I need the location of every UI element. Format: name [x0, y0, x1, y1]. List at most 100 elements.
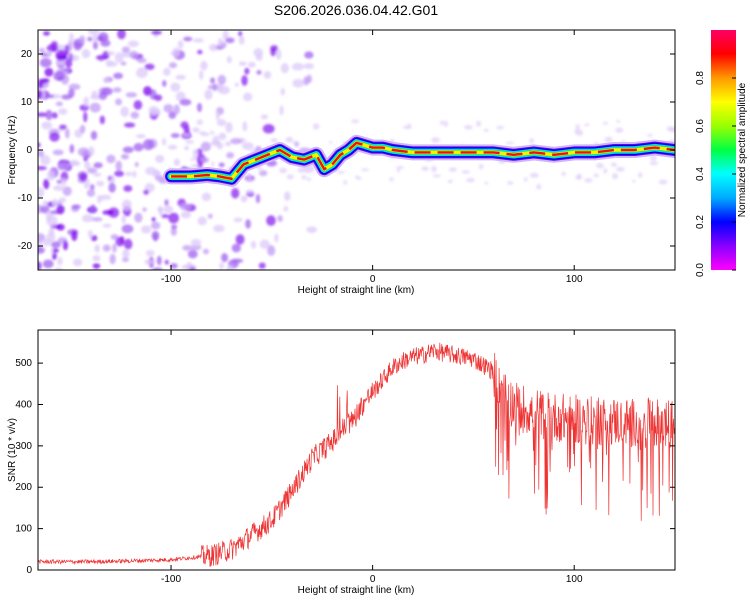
noise-blob — [38, 150, 45, 158]
halo-blob — [306, 177, 312, 181]
noise-blob — [240, 195, 248, 203]
halo-blob — [658, 179, 668, 185]
halo-blob — [464, 125, 473, 130]
noise-blob — [135, 134, 146, 139]
noise-blob — [208, 43, 218, 52]
noise-blob — [44, 67, 54, 77]
noise-blob — [164, 259, 169, 265]
noise-blob — [200, 60, 208, 71]
halo-blob — [466, 177, 475, 183]
noise-blob — [106, 154, 116, 164]
noise-blob — [107, 176, 113, 181]
noise-blob — [123, 238, 133, 250]
noise-blob — [45, 109, 53, 121]
noise-blob — [218, 85, 231, 95]
halo-blob — [616, 166, 625, 172]
spectrogram-x-tick-label: 100 — [566, 274, 583, 285]
halo-blob — [198, 131, 206, 135]
noise-blob — [224, 141, 232, 147]
noise-blob — [266, 215, 276, 226]
noise-blob — [57, 257, 63, 266]
noise-blob — [48, 227, 55, 236]
noise-blob — [115, 98, 123, 106]
ridge-core — [171, 141, 675, 181]
noise-blob — [95, 55, 108, 60]
noise-blob — [102, 244, 111, 252]
noise-blob — [38, 233, 46, 242]
halo-blob — [245, 178, 255, 183]
snr-y-tick-label: 0 — [26, 565, 32, 576]
halo-blob — [584, 178, 593, 183]
noise-blob — [42, 238, 52, 247]
halo-blob — [301, 174, 307, 180]
noise-blob — [152, 267, 163, 270]
noise-blob — [277, 215, 283, 223]
halo-blob — [595, 163, 605, 169]
halo-blob — [649, 161, 659, 166]
noise-blob — [292, 62, 304, 71]
noise-blob — [96, 180, 105, 187]
noise-blob — [51, 112, 58, 119]
noise-blob — [303, 76, 309, 86]
noise-blob — [86, 189, 96, 197]
noise-blob — [284, 191, 291, 202]
noise-blob — [121, 51, 132, 58]
noise-blob — [143, 189, 149, 195]
noise-blob — [210, 77, 216, 84]
halo-blob — [431, 137, 441, 143]
spectrogram-x-tick-label: 0 — [370, 274, 376, 285]
noise-blob — [250, 240, 257, 249]
noise-blob — [161, 213, 170, 219]
snr-frame — [37, 329, 676, 571]
halo-blob — [478, 163, 484, 170]
noise-blob — [202, 248, 209, 255]
noise-blob — [189, 266, 196, 270]
noise-blob — [83, 96, 89, 107]
noise-blob — [190, 244, 202, 251]
noise-blob — [109, 253, 116, 265]
noise-blob — [235, 234, 245, 245]
snr-x-axis-label: Height of straight line (km) — [298, 585, 415, 596]
noise-blob — [114, 170, 125, 177]
noise-blob — [134, 212, 143, 223]
noise-blob — [201, 192, 212, 202]
noise-blob — [247, 61, 256, 68]
halo-blob — [189, 158, 196, 162]
noise-blob — [99, 194, 112, 200]
noise-blob — [136, 67, 148, 79]
spectrogram-y-tick-label: -20 — [18, 241, 33, 252]
noise-blob — [84, 161, 91, 170]
noise-blob — [43, 31, 50, 36]
noise-blob — [64, 44, 70, 55]
noise-blob — [306, 226, 318, 233]
noise-blob — [270, 47, 277, 57]
noise-blob — [180, 211, 192, 219]
noise-blob — [119, 235, 125, 245]
halo-blob — [329, 141, 333, 144]
noise-blob — [182, 245, 192, 251]
noise-blob — [122, 257, 129, 263]
snr-y-tick-label: 100 — [15, 524, 32, 535]
noise-blob — [58, 108, 68, 115]
halo-blob — [529, 137, 534, 144]
noise-blob — [38, 78, 44, 89]
noise-blob — [244, 67, 250, 75]
colorbar-label: Normalized spectral amplitude — [737, 82, 748, 217]
noise-blob — [123, 122, 136, 128]
noise-blob — [88, 146, 95, 156]
noise-blob — [163, 103, 174, 113]
noise-blob — [120, 61, 127, 66]
noise-blob — [183, 125, 190, 133]
noise-blob — [79, 35, 86, 44]
noise-blob — [38, 142, 41, 148]
noise-blob — [81, 49, 91, 59]
noise-blob — [263, 71, 272, 79]
noise-blob — [41, 89, 46, 100]
noise-blob — [107, 51, 115, 56]
noise-blob — [230, 138, 242, 145]
spectrogram-y-axis-label: Frequency (Hz) — [7, 116, 18, 185]
noise-blob — [279, 105, 284, 116]
noise-blob — [121, 224, 134, 234]
noise-blob — [87, 167, 98, 174]
